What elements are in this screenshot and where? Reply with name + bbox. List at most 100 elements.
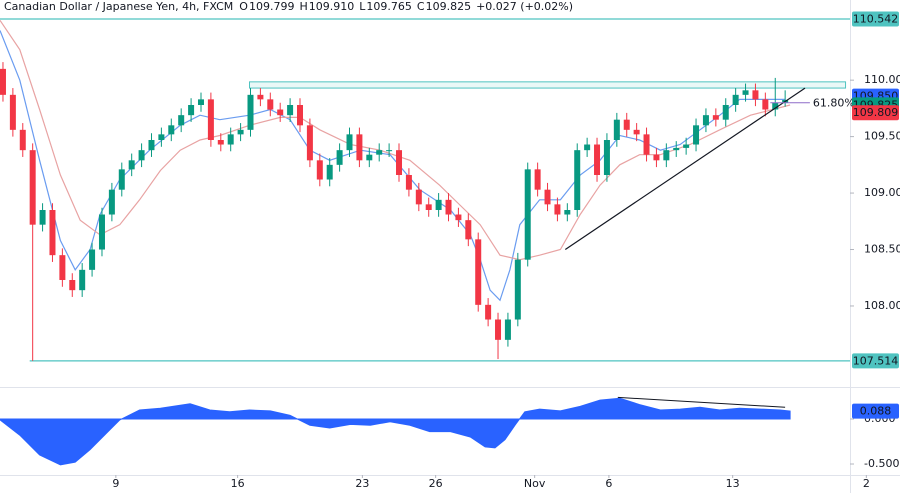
candle-body: [623, 119, 630, 130]
price-tag-label: 0.088: [860, 405, 892, 418]
oscillator-area: [0, 397, 791, 466]
price-tag-label: 110.542: [853, 12, 899, 25]
candle-body: [39, 210, 46, 225]
candle-body: [376, 150, 383, 155]
candle-body: [742, 90, 749, 95]
candle-body: [475, 239, 482, 305]
candle-body: [9, 94, 16, 130]
candle-body: [485, 304, 492, 320]
candle-body: [445, 199, 452, 215]
plot-layer: [0, 18, 850, 466]
ohlc-value: 109.825: [426, 0, 472, 13]
candle-body: [227, 134, 234, 145]
candle-body: [693, 125, 700, 145]
candle-body: [683, 144, 690, 148]
candle-body: [415, 189, 422, 205]
candle-body: [297, 105, 303, 126]
candle-body: [702, 115, 709, 126]
candle-body: [584, 144, 591, 151]
x-tick-label: 26: [429, 477, 443, 490]
y-tick-label: 108.000: [864, 299, 900, 312]
symbol-title: Canadian Dollar / Japanese Yen, 4h, FXCM: [4, 0, 233, 13]
y-tick-label: 108.500: [864, 243, 900, 256]
candle-body: [366, 154, 373, 161]
ohlc-label: H: [299, 0, 307, 13]
candle-body: [386, 150, 393, 152]
candle-body: [633, 129, 640, 135]
candle-body: [237, 129, 244, 135]
candle-body: [79, 269, 86, 291]
range-box: [249, 81, 847, 89]
y-tick-label: 109.500: [864, 130, 900, 143]
candle-body: [306, 125, 313, 161]
ohlc-label: O: [239, 0, 248, 13]
candle-body: [247, 94, 254, 130]
ohlc-value: 109.799: [249, 0, 295, 13]
candle-body: [772, 102, 779, 110]
candle-body: [554, 204, 561, 215]
candle-body: [435, 199, 442, 210]
candle-body: [603, 140, 610, 175]
candle-body: [762, 99, 769, 110]
candle-body: [722, 105, 729, 120]
candle-body: [178, 115, 185, 126]
x-tick-label: 13: [726, 477, 740, 490]
candle-body: [148, 140, 155, 151]
moving-average: [0, 30, 786, 302]
candle-body: [465, 220, 472, 240]
x-tick-label: 23: [355, 477, 369, 490]
candle-body: [504, 319, 511, 340]
x-tick-label: 16: [231, 477, 245, 490]
candle-body: [207, 99, 214, 140]
candle-body: [0, 68, 6, 95]
fib-label: 61.80%: [813, 97, 855, 110]
ohlc-label: C: [417, 0, 425, 13]
candle-body: [346, 134, 353, 151]
ohlc-value: 109.910: [309, 0, 355, 13]
candle-body: [663, 150, 670, 161]
candle-body: [752, 90, 759, 100]
oscillator-trendline: [617, 396, 786, 408]
candle-body: [405, 175, 412, 190]
candle-body: [712, 115, 719, 120]
price-tag: [852, 353, 899, 369]
candle-body: [534, 169, 541, 190]
ohlc-label: L: [359, 0, 366, 13]
candle-body: [574, 150, 581, 210]
candle-body: [524, 169, 531, 260]
candle-body: [108, 189, 115, 215]
candle-body: [118, 169, 125, 190]
candle-body: [168, 125, 175, 135]
price-tag-label: 107.514: [853, 354, 899, 367]
candle-body: [673, 147, 680, 151]
candle-body: [514, 259, 521, 320]
trendline: [564, 87, 806, 250]
candle-body: [594, 144, 601, 175]
candle-body: [326, 164, 333, 180]
candle-body: [98, 214, 105, 250]
ohlc-value: 109.765: [366, 0, 412, 13]
price-tag: [852, 11, 899, 27]
candle-body: [356, 134, 363, 161]
osc-y-tick-label: -0.500: [864, 457, 899, 470]
price-tag: [852, 105, 899, 121]
candle-body: [277, 109, 284, 116]
candle-body: [287, 105, 294, 116]
candle-body: [336, 150, 343, 165]
x-tick-label: 6: [605, 477, 612, 490]
candle-body: [544, 189, 551, 205]
candle-body: [564, 210, 571, 215]
candle-body: [128, 160, 135, 170]
change: +0.027 (+0.02%): [476, 0, 573, 13]
candle-body: [267, 99, 274, 110]
candle-body: [89, 249, 96, 270]
price-tag-label: 109.809: [853, 106, 899, 119]
candle-body: [495, 319, 502, 340]
candle-body: [69, 280, 76, 291]
candle-body: [613, 119, 620, 140]
candle-body: [425, 204, 432, 210]
candle-body: [59, 255, 66, 280]
candle-body: [217, 140, 224, 145]
